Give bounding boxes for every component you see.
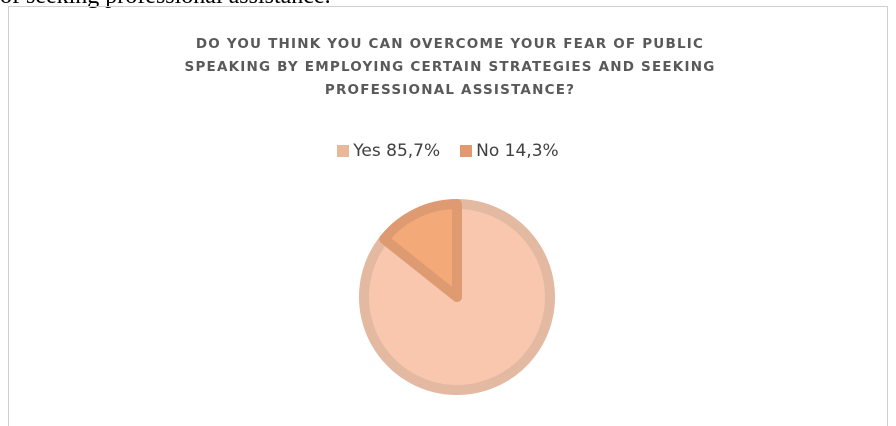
legend-label-no: No 14,3% (476, 141, 559, 161)
legend-swatch-no (460, 145, 473, 157)
chart-title-line-3: PROFESSIONAL ASSISTANCE? (324, 82, 576, 98)
chart-frame (8, 6, 888, 426)
chart-legend: Yes 85,7% No 14,3% (0, 141, 896, 161)
legend-item-no: No 14,3% (460, 141, 559, 161)
legend-item-yes: Yes 85,7% (337, 141, 440, 161)
chart-title-line-2: SPEAKING BY EMPLOYING CERTAIN STRATEGIES… (184, 59, 716, 75)
chart-title: DO YOU THINK YOU CAN OVERCOME YOUR FEAR … (100, 33, 800, 102)
pie-slice-no (379, 199, 462, 302)
legend-label-yes: Yes 85,7% (353, 141, 441, 161)
preceding-document-text: of seeking professional assistance. (0, 0, 331, 10)
legend-swatch-yes (337, 145, 350, 157)
chart-title-line-1: DO YOU THINK YOU CAN OVERCOME YOUR FEAR … (195, 36, 705, 52)
